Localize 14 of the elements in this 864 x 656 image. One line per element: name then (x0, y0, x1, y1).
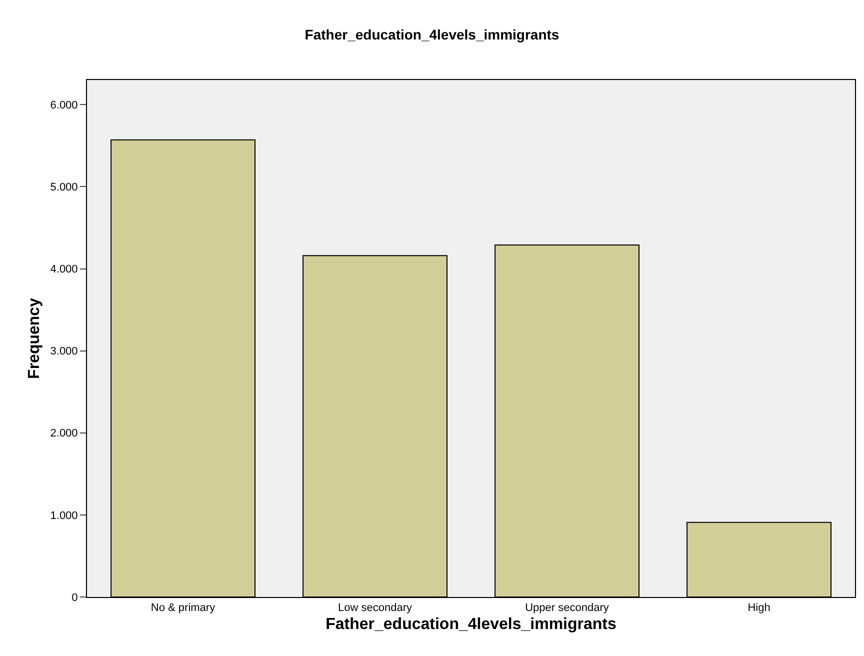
y-tick-label: 1.000 (50, 510, 78, 522)
y-axis-title: Frequency (26, 298, 44, 379)
chart-title: Father_education_4levels_immigrants (304, 26, 560, 42)
x-tick-label: High (748, 602, 770, 614)
x-axis-title: Father_education_4levels_immigrants (326, 616, 616, 633)
y-tick-label: 0 (72, 592, 78, 604)
y-tick-label: 5.000 (50, 182, 78, 194)
y-tick-label: 6.000 (50, 99, 78, 112)
y-tick-label: 3.000 (50, 346, 78, 358)
y-tick-label: 4.000 (50, 264, 78, 276)
x-tick-label: No & primary (150, 602, 216, 614)
x-tick-label: Upper secondary (525, 602, 610, 614)
y-tick-label: 2.000 (50, 428, 78, 440)
x-tick-label: Low secondary (338, 602, 412, 614)
